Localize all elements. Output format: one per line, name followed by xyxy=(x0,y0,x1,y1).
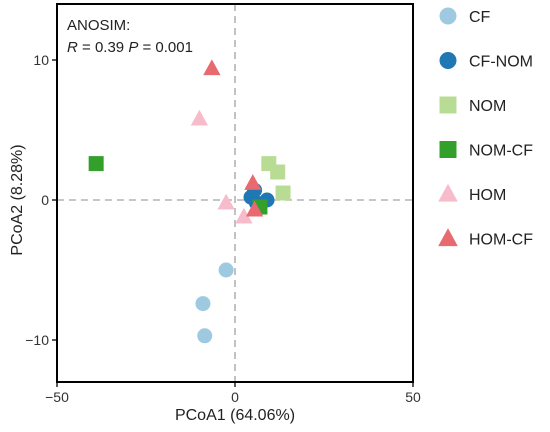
y-tick-label: −10 xyxy=(25,332,49,348)
point-hom-cf xyxy=(245,200,264,217)
plot-frame xyxy=(56,3,414,383)
legend: CF CF-NOM NOM NOM-CF HOM HOM-CF xyxy=(438,7,533,249)
x-tick-label: −50 xyxy=(45,389,69,405)
legend-marker-hom xyxy=(438,183,458,202)
point-hom-cf xyxy=(203,59,221,76)
legend-marker-nom-cf xyxy=(439,141,457,158)
annotation-r-value: = 0.39 xyxy=(78,39,128,56)
point-nom-cf xyxy=(88,156,104,172)
annotation-title: ANOSIM: xyxy=(67,17,130,34)
y-tick-label: 0 xyxy=(41,192,49,208)
x-axis-label: PCoA1 xyxy=(175,407,226,424)
x-axis-pct: (64.06%) xyxy=(230,407,295,424)
point-nom xyxy=(270,164,286,180)
point-hom xyxy=(190,109,209,126)
legend-label-nom: NOM xyxy=(469,98,506,115)
reference-lines xyxy=(57,4,413,382)
annotation-stats: R = 0.39 P = 0.001 xyxy=(67,39,193,56)
point-hom-cf xyxy=(244,174,262,190)
legend-marker-cf-nom xyxy=(439,52,457,69)
annotation-r-label: R xyxy=(67,39,78,56)
legend-label-cf: CF xyxy=(469,9,491,26)
point-nom xyxy=(275,185,291,201)
y-axis-title: PCoA2 (8.28%) xyxy=(9,144,26,255)
legend-label-hom-cf: HOM-CF xyxy=(469,232,533,249)
point-hom xyxy=(217,193,235,210)
x-axis-title: PCoA1 (64.06%) xyxy=(175,407,295,424)
y-tick-label: 10 xyxy=(33,52,49,68)
legend-marker-nom xyxy=(439,96,457,114)
data-points xyxy=(88,59,291,344)
annotation-p-value: = 0.001 xyxy=(138,39,193,56)
y-axis-label: PCoA2 xyxy=(9,205,26,256)
point-cf xyxy=(195,296,211,312)
legend-label-cf-nom: CF-NOM xyxy=(469,54,533,71)
point-cf xyxy=(218,262,234,278)
point-hom xyxy=(235,207,253,224)
x-tick-label: 0 xyxy=(231,389,239,405)
legend-label-nom-cf: NOM-CF xyxy=(469,143,533,160)
y-axis-pct: (8.28%) xyxy=(9,144,26,200)
legend-label-hom: HOM xyxy=(469,187,506,204)
x-tick-label: 50 xyxy=(405,389,421,405)
point-cf xyxy=(197,328,213,344)
legend-marker-hom-cf xyxy=(438,228,458,247)
legend-marker-cf xyxy=(439,7,457,25)
annotation-p-label: P xyxy=(128,39,138,56)
